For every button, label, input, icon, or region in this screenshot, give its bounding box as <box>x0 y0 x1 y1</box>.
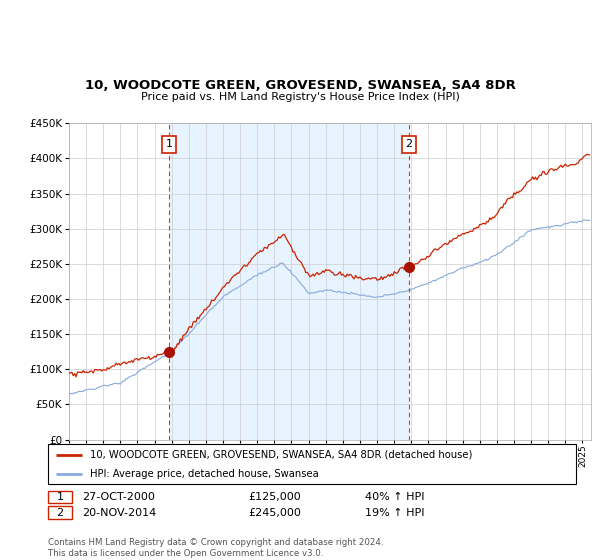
Text: HPI: Average price, detached house, Swansea: HPI: Average price, detached house, Swan… <box>90 469 319 478</box>
Text: £125,000: £125,000 <box>248 492 301 502</box>
FancyBboxPatch shape <box>48 491 72 503</box>
Text: 2: 2 <box>56 508 64 517</box>
Text: 2: 2 <box>406 139 413 150</box>
Text: 1: 1 <box>166 139 172 150</box>
Text: 40% ↑ HPI: 40% ↑ HPI <box>365 492 424 502</box>
FancyBboxPatch shape <box>48 444 576 484</box>
Text: 10, WOODCOTE GREEN, GROVESEND, SWANSEA, SA4 8DR (detached house): 10, WOODCOTE GREEN, GROVESEND, SWANSEA, … <box>90 450 473 460</box>
Text: Contains HM Land Registry data © Crown copyright and database right 2024.
This d: Contains HM Land Registry data © Crown c… <box>48 538 383 558</box>
Text: £245,000: £245,000 <box>248 508 302 517</box>
Text: 27-OCT-2000: 27-OCT-2000 <box>82 492 155 502</box>
Text: Price paid vs. HM Land Registry's House Price Index (HPI): Price paid vs. HM Land Registry's House … <box>140 92 460 102</box>
Text: 19% ↑ HPI: 19% ↑ HPI <box>365 508 424 517</box>
Text: 1: 1 <box>56 492 64 502</box>
Text: 20-NOV-2014: 20-NOV-2014 <box>82 508 157 517</box>
Text: 10, WOODCOTE GREEN, GROVESEND, SWANSEA, SA4 8DR: 10, WOODCOTE GREEN, GROVESEND, SWANSEA, … <box>85 80 515 92</box>
FancyBboxPatch shape <box>48 506 72 519</box>
Bar <box>169 123 409 440</box>
